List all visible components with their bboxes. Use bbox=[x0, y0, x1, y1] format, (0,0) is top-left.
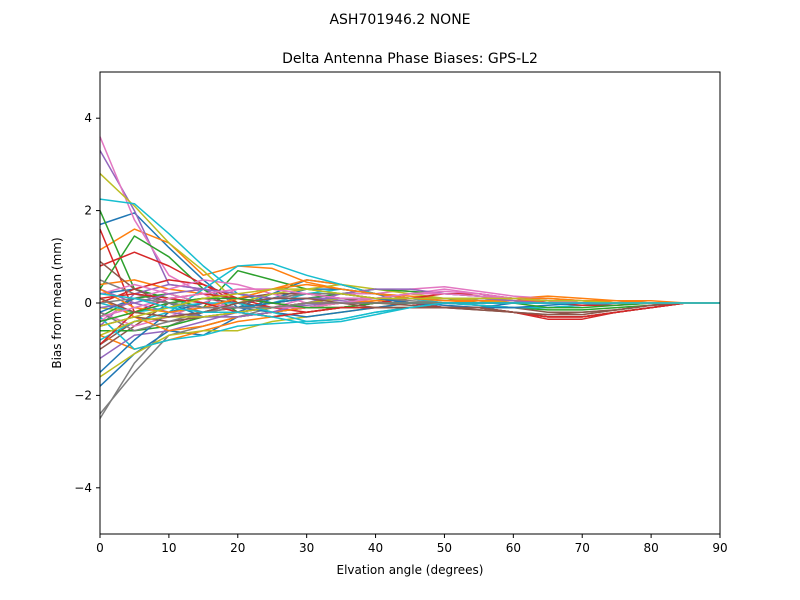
x-tick-label: 60 bbox=[506, 541, 521, 555]
x-tick-label: 50 bbox=[437, 541, 452, 555]
series-line-7 bbox=[99, 136, 720, 313]
x-axis-ticks: 0 10 20 30 40 50 60 70 80 90 bbox=[96, 534, 728, 555]
x-tick-label: 0 bbox=[96, 541, 104, 555]
x-tick-label: 70 bbox=[575, 541, 590, 555]
series-layer bbox=[99, 136, 720, 419]
series-line-50 bbox=[99, 293, 720, 325]
x-tick-label: 30 bbox=[299, 541, 314, 555]
y-axis-label: Bias from mean (mm) bbox=[50, 237, 64, 368]
x-tick-label: 90 bbox=[712, 541, 727, 555]
y-tick-label: 2 bbox=[84, 204, 92, 218]
x-tick-label: 40 bbox=[368, 541, 383, 555]
chart-title: Delta Antenna Phase Biases: GPS-L2 bbox=[282, 51, 538, 67]
y-tick-label: −4 bbox=[74, 481, 92, 495]
x-axis-label: Elvation angle (degrees) bbox=[337, 563, 484, 577]
x-tick-label: 10 bbox=[161, 541, 176, 555]
y-tick-label: 4 bbox=[84, 111, 92, 125]
x-tick-label: 80 bbox=[643, 541, 658, 555]
y-tick-label: −2 bbox=[74, 388, 92, 402]
x-tick-label: 20 bbox=[230, 541, 245, 555]
y-tick-label: 0 bbox=[84, 296, 92, 310]
chart-suptitle: ASH701946.2 NONE bbox=[329, 12, 470, 28]
y-axis-ticks: −4 −2 0 2 4 bbox=[74, 111, 100, 495]
